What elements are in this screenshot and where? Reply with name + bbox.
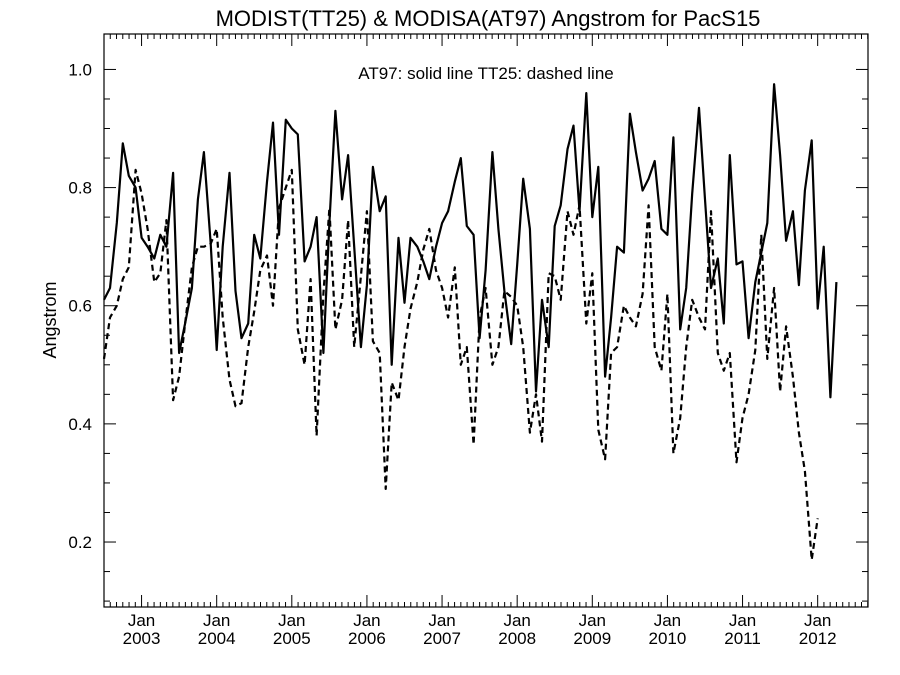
x-tick-year-label: 2012: [799, 629, 837, 648]
x-tick-year-label: 2010: [649, 629, 687, 648]
x-tick-month-label: Jan: [804, 611, 831, 630]
x-tick-year-label: 2005: [273, 629, 311, 648]
legend-annotation: AT97: solid line TT25: dashed line: [358, 64, 613, 83]
x-tick-month-label: Jan: [428, 611, 455, 630]
y-tick-label: 0.6: [68, 297, 92, 316]
x-tick-year-label: 2006: [348, 629, 386, 648]
x-tick-month-label: Jan: [579, 611, 606, 630]
x-tick-year-label: 2007: [423, 629, 461, 648]
x-tick-month-label: Jan: [278, 611, 305, 630]
y-axis-label: Angstrom: [40, 281, 60, 358]
x-tick-month-label: Jan: [128, 611, 155, 630]
series-layer: [102, 83, 838, 561]
series-line-tt25: [102, 168, 819, 561]
x-tick-year-label: 2008: [498, 629, 536, 648]
y-tick-label: 0.2: [68, 533, 92, 552]
y-tick-label: 0.4: [68, 415, 92, 434]
x-tick-month-label: Jan: [503, 611, 530, 630]
x-tick-year-label: 2011: [724, 629, 761, 648]
x-tick-month-label: Jan: [654, 611, 681, 630]
x-tick-year-label: 2003: [123, 629, 161, 648]
y-axis: 0.2 0.4 0.6 0.8 1.0: [68, 60, 868, 602]
x-tick-month-label: Jan: [203, 611, 230, 630]
y-tick-label: 1.0: [68, 60, 92, 79]
x-axis: Jan2003Jan2004Jan2005Jan2006Jan2007Jan20…: [103, 34, 869, 648]
x-tick-year-label: 2004: [198, 629, 236, 648]
y-tick-label: 0.8: [68, 179, 92, 198]
x-tick-year-label: 2009: [573, 629, 611, 648]
x-tick-month-label: Jan: [729, 611, 756, 630]
series-line-at97: [103, 83, 838, 399]
chart-title: MODIST(TT25) & MODISA(AT97) Angstrom for…: [216, 6, 761, 31]
x-tick-month-label: Jan: [353, 611, 380, 630]
